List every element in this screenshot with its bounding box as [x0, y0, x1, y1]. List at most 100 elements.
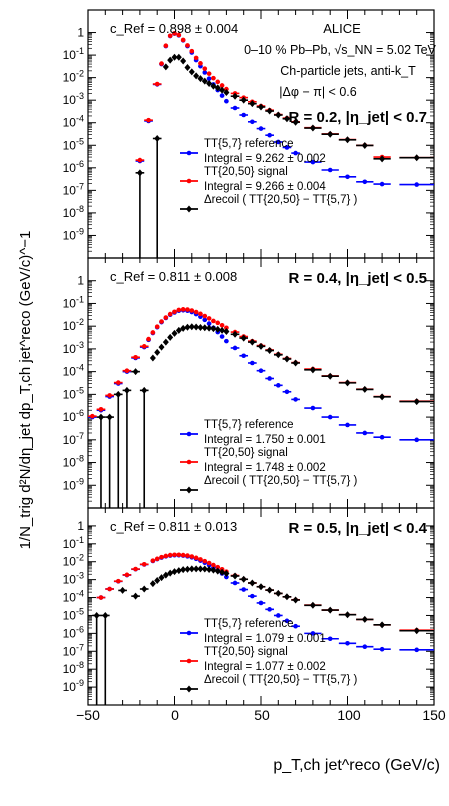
annotation-radius: R = 0.5, |η_jet| < 0.4: [289, 520, 428, 537]
data-point-diamond: [193, 72, 200, 80]
y-tick-label: 10-2: [63, 69, 84, 85]
data-point-diamond: [154, 134, 161, 142]
legend-marker: [186, 431, 192, 437]
data-point-diamond: [154, 576, 161, 584]
y-tick-exponent: -7: [76, 642, 84, 652]
data-point-diamond: [258, 103, 264, 111]
data-point: [345, 174, 350, 180]
data-point: [154, 81, 160, 87]
data-point-diamond: [115, 390, 122, 398]
data-point-diamond: [327, 606, 334, 614]
data-series: [96, 323, 434, 508]
data-point: [327, 636, 333, 642]
y-tick-exponent: -4: [76, 363, 84, 373]
data-point: [267, 607, 272, 612]
y-tick-label: 1: [77, 519, 84, 533]
legend-label: TT{5,7} reference: [204, 618, 294, 630]
data-point-diamond: [167, 569, 174, 577]
data-point-diamond: [232, 92, 239, 100]
legend-label: TT{20,50} signal: [204, 646, 288, 658]
x-tick-label: 0: [171, 707, 179, 723]
data-point: [250, 119, 255, 125]
data-point-diamond: [184, 565, 191, 573]
data-point: [176, 32, 182, 38]
annotation-radius: R = 0.2, |η_jet| < 0.7: [289, 109, 427, 126]
data-point: [211, 75, 216, 81]
annotation-jets: Ch-particle jets, anti-k_T: [280, 64, 416, 78]
data-point-diamond: [93, 611, 100, 619]
data-point-diamond: [361, 141, 368, 149]
y-tick-label: 10-8: [63, 454, 84, 470]
data-point-diamond: [184, 323, 191, 331]
data-point-diamond: [292, 359, 299, 367]
data-point: [215, 79, 221, 85]
legend-label: TT{5,7} reference: [204, 138, 294, 150]
y-tick-label: 10-8: [63, 660, 84, 676]
chart-panel: 10-910-810-710-610-510-410-310-210-11 c_R…: [63, 507, 435, 706]
data-point-diamond: [188, 565, 195, 573]
data-point-diamond: [275, 351, 282, 359]
data-point: [98, 407, 104, 412]
data-point: [146, 336, 151, 342]
data-point: [224, 574, 229, 580]
data-point: [284, 389, 290, 395]
data-point-diamond: [344, 136, 351, 144]
data-point-diamond: [201, 324, 208, 332]
data-point: [159, 61, 164, 66]
legend-marker: [186, 150, 192, 156]
chart-panel: 10-910-810-710-610-510-410-310-210-11 c_R…: [63, 9, 437, 259]
data-point: [193, 555, 199, 561]
data-point: [293, 623, 298, 629]
cref-label: c_Ref = 0.898 ± 0.004: [110, 21, 238, 36]
data-point: [163, 553, 169, 559]
data-point: [141, 344, 147, 349]
data-point-diamond: [206, 79, 213, 87]
x-tick-label: 100: [337, 707, 361, 723]
y-tick-label: 10-3: [63, 91, 84, 107]
data-point: [267, 376, 272, 381]
y-tick-label: 10-5: [63, 606, 84, 622]
data-point: [219, 322, 225, 328]
data-point-diamond: [232, 330, 239, 338]
data-point: [379, 434, 385, 440]
data-point-diamond: [379, 621, 386, 629]
legend: TT{5,7} reference Integral = 1.750 ± 0.00…: [180, 419, 357, 494]
data-point: [206, 316, 212, 321]
legend-marker: [186, 658, 192, 664]
x-tick-label: 50: [254, 707, 270, 723]
data-point: [267, 132, 272, 138]
annotation-system: 0–10 % Pb–Pb, √s_NN = 5.02 TeV: [244, 43, 436, 57]
chart-panel: 10-910-810-710-610-510-410-310-210-11 c_R…: [63, 257, 435, 509]
data-point: [133, 354, 138, 360]
y-tick-label: 10-1: [63, 294, 84, 310]
data-point: [414, 437, 420, 443]
data-point-diamond: [175, 567, 182, 575]
data-point: [327, 414, 333, 420]
data-point: [98, 595, 104, 600]
data-point-diamond: [162, 338, 169, 346]
y-tick-label: 10-6: [63, 159, 84, 175]
data-point: [379, 181, 385, 187]
data-point: [167, 311, 173, 317]
data-point-diamond: [266, 347, 273, 355]
data-point-diamond: [141, 585, 148, 593]
data-point-diamond: [327, 130, 334, 138]
data-point: [180, 307, 186, 312]
y-tick-exponent: -9: [76, 226, 84, 236]
data-point: [293, 150, 298, 156]
y-tick-label: 10-1: [63, 46, 84, 62]
data-point: [202, 66, 208, 71]
y-tick-label: 10-4: [63, 589, 84, 605]
data-point-diamond: [141, 386, 148, 394]
y-tick-label: 1: [77, 26, 84, 40]
data-point-diamond: [283, 593, 290, 601]
data-point: [211, 318, 216, 324]
data-point: [185, 553, 190, 558]
y-tick-label: 10-3: [63, 340, 84, 356]
data-point-diamond: [283, 355, 290, 363]
data-point: [202, 313, 208, 319]
data-point-diamond: [361, 615, 368, 623]
data-point-diamond: [97, 413, 104, 421]
data-point: [124, 368, 130, 373]
data-point: [124, 572, 130, 578]
